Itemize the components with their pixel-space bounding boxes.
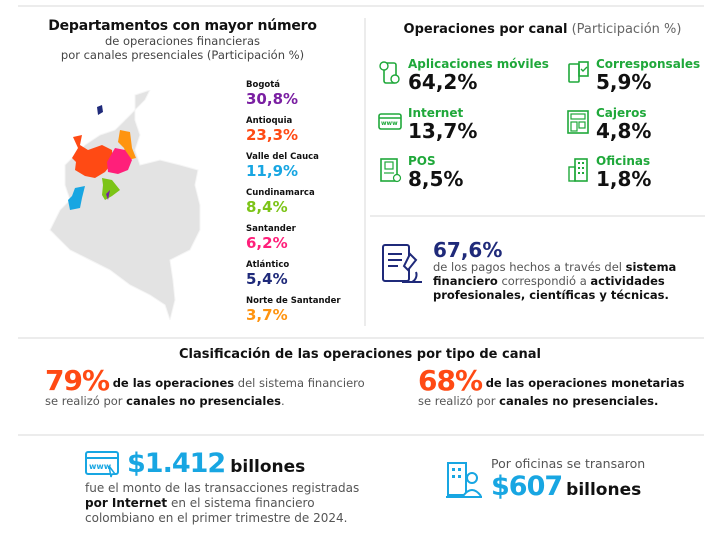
vertical-divider [364,18,366,326]
channel-offices: Oficinas 1,8% [566,155,651,190]
departments-title: Departamentos con mayor número [48,18,317,34]
region-antioquia [72,135,113,178]
region-norte-de-santander [118,130,136,160]
top-divider [18,5,704,7]
departments-subtitle-2: por canales presenciales (Participación … [60,48,305,62]
classification-title: Clasificación de las operaciones por tip… [179,347,541,362]
region-bogota [106,190,110,200]
classification-left: 79% de las operaciones del sistema finan… [45,364,365,409]
svg-text:www: www [89,462,112,471]
region-valle-del-cauca [68,186,85,210]
legend-item-atlantico: Atlántico 5,4% [246,260,290,288]
legend-item-valle: Valle del Cauca 11,9% [246,152,319,180]
internet-amount: $1.412 [127,448,226,479]
office-amount-block: Por oficinas se transaron $607 billones [445,456,645,502]
departments-legend: Bogotá 30,8% Antioquia 23,3% Valle del C… [246,80,361,332]
channels-divider [370,215,705,217]
classification-right: 68% de las operaciones monetarias se rea… [418,364,685,409]
channels-title: Operaciones por canal (Participación %) [403,22,682,37]
document-microscope-icon [382,244,422,283]
departments-title-block: Departamentos con mayor número de operac… [20,18,345,62]
office-building-icon [568,158,588,182]
payments-description: de los pagos hechos a través del sistema… [433,260,677,302]
mobile-app-icon [379,61,400,84]
payments-stat: 67,6% de los pagos hechos a través del s… [380,240,698,302]
region-atlantico [97,105,103,115]
office-amount: $607 [491,471,563,502]
colombia-map [49,90,201,320]
legend-item-santander: Santander 6,2% [246,224,296,252]
svg-text:www: www [381,120,398,127]
payments-percent: 67,6% [433,238,503,262]
internet-amount-description: fue el monto de las transacciones regist… [85,481,360,525]
office-amount-lead: Por oficinas se transaron [491,456,646,471]
correspondent-icon [568,61,589,83]
internet-amount-block: www $1.412 billones fue el monto de las … [85,448,375,526]
www-browser-icon: www [85,450,119,477]
map-base [49,90,201,320]
departments-subtitle-1: de operaciones financieras [104,34,260,48]
legend-item-cundinamarca: Cundinamarca 8,4% [246,188,315,216]
bank-teller-icon [446,462,482,498]
atm-icon [567,110,589,134]
channel-pos: POS 8,5% [378,155,463,190]
channel-mobile-apps: Aplicaciones móviles 64,2% [378,58,549,93]
channel-correspondents: Corresponsales 5,9% [566,58,700,93]
bottom-divider [18,434,704,436]
www-icon: www [378,113,402,130]
section-divider [18,337,704,339]
legend-item-bogota: Bogotá 30,8% [246,80,299,108]
legend-item-norte-santander: Norte de Santander 3,7% [246,296,341,324]
region-santander [107,148,132,174]
legend-item-antioquia: Antioquia 23,3% [246,116,299,144]
channel-atms: Cajeros 4,8% [566,107,651,142]
pos-icon [380,158,402,183]
channel-internet: www Internet 13,7% [378,107,477,142]
